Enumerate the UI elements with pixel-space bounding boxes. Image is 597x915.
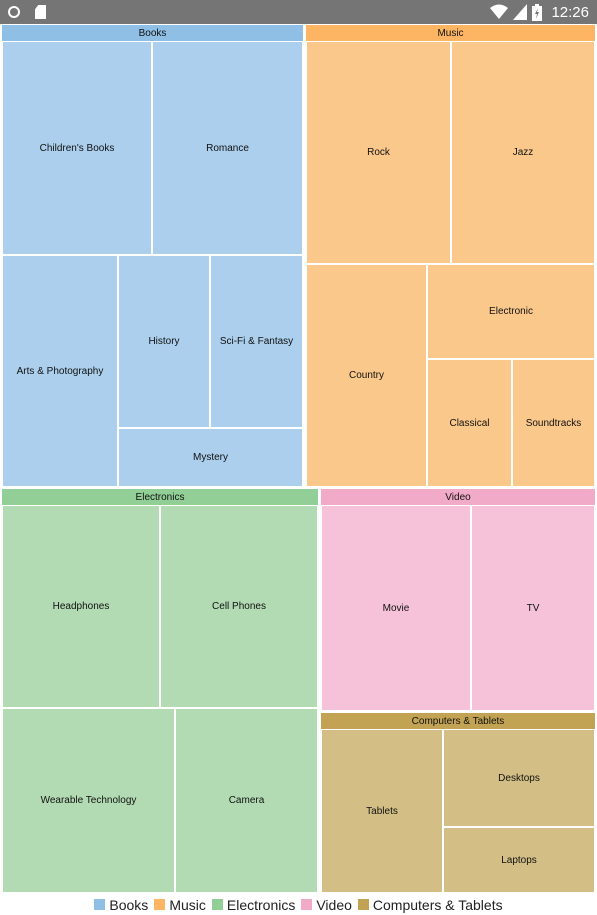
clock-time: 12:26 — [551, 3, 589, 21]
tile-label: Jazz — [512, 147, 534, 158]
treemap-tile-cell-phones[interactable]: Cell Phones — [160, 505, 318, 708]
group-header-video[interactable]: Video — [321, 489, 595, 505]
legend-item-books[interactable]: Books — [94, 897, 148, 913]
tile-label: Cell Phones — [212, 601, 266, 612]
treemap-tile-history[interactable]: History — [118, 255, 210, 428]
treemap-tile-tv[interactable]: TV — [471, 505, 595, 711]
group-header-computers-and-tablets[interactable]: Computers & Tablets — [321, 713, 595, 729]
legend-item-video[interactable]: Video — [301, 897, 352, 913]
tile-label: Rock — [367, 147, 390, 158]
legend-swatch — [301, 899, 313, 910]
tile-label: Mystery — [193, 452, 228, 463]
treemap-tile-movie[interactable]: Movie — [321, 505, 471, 711]
group-header-label: Video — [445, 491, 471, 503]
group-header-books[interactable]: Books — [2, 25, 303, 41]
treemap-tile-rock[interactable]: Rock — [306, 41, 451, 264]
treemap-tile-romance[interactable]: Romance — [152, 41, 303, 255]
legend-label: Books — [109, 896, 149, 913]
tile-label: Headphones — [52, 601, 110, 612]
chart-legend: Books Music Electronics Video Computers & Ta… — [0, 894, 597, 915]
circle-notification-icon — [8, 6, 20, 18]
tile-label: History — [148, 336, 180, 347]
cell-signal-icon — [513, 4, 528, 20]
treemap-tile-camera[interactable]: Camera — [175, 708, 318, 893]
group-header-label: Electronics — [135, 491, 185, 503]
legend-item-computers-and-tablets[interactable]: Computers & Tablets — [357, 896, 503, 913]
group-header-label: Music — [437, 27, 464, 39]
treemap-tile-soundtracks[interactable]: Soundtracks — [512, 359, 595, 487]
legend-label: Music — [169, 896, 206, 913]
treemap-tile-sci-fi-and-fantasy[interactable]: Sci-Fi & Fantasy — [210, 255, 303, 428]
tile-label: Soundtracks — [525, 417, 582, 429]
legend-label: Video — [316, 896, 352, 913]
group-header-label: Books — [138, 27, 167, 39]
treemap-tile-electronic[interactable]: Electronic — [427, 264, 595, 359]
tile-label: Children's Books — [39, 142, 115, 154]
legend-label: Computers & Tablets — [372, 896, 503, 913]
treemap-tile-country[interactable]: Country — [306, 264, 427, 487]
legend-label: Electronics — [226, 896, 296, 913]
group-header-electronics[interactable]: Electronics — [2, 489, 318, 505]
legend-item-electronics[interactable]: Electronics — [211, 896, 296, 913]
treemap-tile-jazz[interactable]: Jazz — [451, 41, 595, 264]
tile-label: Movie — [382, 602, 410, 614]
treemap-tile-children-s-books[interactable]: Children's Books — [2, 41, 152, 255]
tile-label: Sci-Fi & Fantasy — [219, 336, 294, 347]
tile-label: Classical — [449, 417, 490, 429]
treemap-tile-headphones[interactable]: Headphones — [2, 505, 160, 708]
status-icons: 12:26 — [490, 3, 589, 21]
legend-swatch — [211, 899, 223, 910]
legend-swatch — [154, 899, 166, 910]
tile-label: Country — [348, 370, 384, 381]
tile-label: Romance — [206, 142, 249, 154]
group-header-label: Computers & Tablets — [411, 715, 505, 727]
treemap-tile-desktops[interactable]: Desktops — [443, 729, 595, 827]
battery-icon — [532, 3, 543, 21]
tile-label: Laptops — [501, 854, 537, 866]
treemap-tile-wearable-technology[interactable]: Wearable Technology — [2, 708, 175, 893]
tile-label: Arts & Photography — [16, 365, 104, 377]
tile-label: Tablets — [366, 805, 398, 817]
tile-label: Wearable Technology — [40, 795, 137, 806]
sd-card-icon — [35, 5, 46, 19]
treemap-tile-tablets[interactable]: Tablets — [321, 729, 443, 893]
treemap-chart: Books Children's Books Romance Arts & Photo… — [0, 24, 597, 894]
status-bar: 12:26 — [0, 0, 597, 24]
tile-label: Camera — [228, 795, 265, 806]
tile-label: Electronic — [489, 306, 533, 317]
wifi-icon — [490, 4, 509, 19]
tile-label: Desktops — [498, 772, 540, 784]
group-header-music[interactable]: Music — [306, 25, 595, 41]
tile-label: TV — [526, 602, 540, 614]
treemap-tile-classical[interactable]: Classical — [427, 359, 512, 487]
legend-swatch — [94, 899, 106, 910]
treemap-tile-laptops[interactable]: Laptops — [443, 827, 595, 893]
legend-item-music[interactable]: Music — [154, 897, 206, 913]
treemap-tile-arts-and-photography[interactable]: Arts & Photography — [2, 255, 118, 487]
treemap-tile-mystery[interactable]: Mystery — [118, 428, 303, 487]
legend-swatch — [357, 899, 369, 910]
